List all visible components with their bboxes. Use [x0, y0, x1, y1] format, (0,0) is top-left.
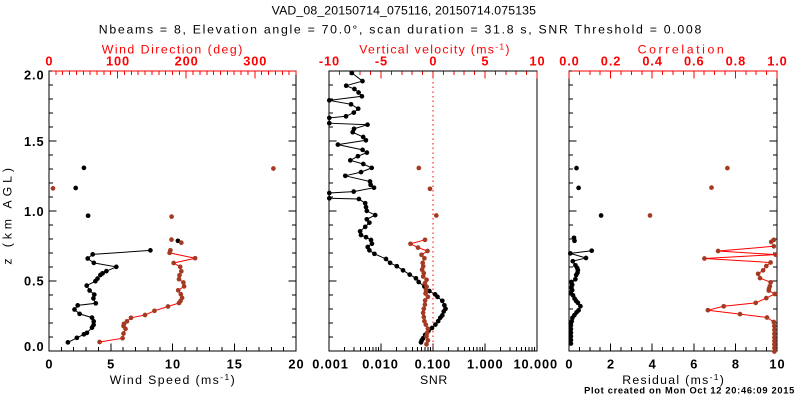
- svg-text:10: 10: [165, 356, 181, 371]
- svg-text:6: 6: [690, 356, 698, 371]
- svg-text:-10: -10: [319, 53, 340, 68]
- svg-text:15: 15: [227, 356, 243, 371]
- svg-text:-5: -5: [375, 53, 388, 68]
- svg-text:0: 0: [429, 53, 437, 68]
- svg-text:1.0: 1.0: [767, 53, 788, 68]
- svg-text:0.5: 0.5: [24, 274, 45, 289]
- svg-text:0.001: 0.001: [312, 356, 349, 371]
- svg-text:200: 200: [175, 53, 199, 68]
- svg-text:0: 0: [45, 53, 53, 68]
- svg-text:0.100: 0.100: [415, 356, 452, 371]
- svg-text:2: 2: [607, 356, 615, 371]
- svg-text:Nbeams = 8, Elevation angle =: Nbeams = 8, Elevation angle = 70.0°, sca…: [99, 23, 703, 37]
- svg-text:300: 300: [243, 53, 267, 68]
- svg-text:0.010: 0.010: [362, 356, 399, 371]
- svg-text:0.0: 0.0: [559, 53, 580, 68]
- svg-text:1.000: 1.000: [467, 356, 504, 371]
- svg-text:z (km AGL): z (km AGL): [1, 164, 15, 265]
- svg-text:10: 10: [529, 53, 545, 68]
- svg-text:Correlation: Correlation: [638, 43, 727, 57]
- svg-text:Wind Speed (ms-1): Wind Speed (ms-1): [110, 372, 236, 387]
- svg-text:Plot created on Mon Oct 12 20:: Plot created on Mon Oct 12 20:46:09 2015: [584, 386, 795, 396]
- svg-text:0.6: 0.6: [684, 53, 705, 68]
- svg-text:0.0: 0.0: [24, 339, 45, 354]
- svg-text:8: 8: [732, 356, 740, 371]
- svg-text:10: 10: [769, 356, 785, 371]
- svg-text:Wind Direction (deg): Wind Direction (deg): [102, 43, 244, 57]
- svg-text:VAD_08_20150714_075116, 201507: VAD_08_20150714_075116, 20150714.075135: [272, 4, 536, 18]
- svg-text:Residual (ms-1): Residual (ms-1): [622, 372, 725, 387]
- svg-text:0: 0: [565, 356, 573, 371]
- svg-text:20: 20: [288, 356, 304, 371]
- svg-text:0: 0: [45, 356, 53, 371]
- svg-text:10.000: 10.000: [513, 356, 558, 371]
- svg-text:0.2: 0.2: [601, 53, 622, 68]
- svg-text:1.0: 1.0: [24, 204, 45, 219]
- svg-text:0.4: 0.4: [642, 53, 663, 68]
- svg-text:5: 5: [107, 356, 115, 371]
- svg-text:Vertical velocity (ms-1): Vertical velocity (ms-1): [359, 42, 511, 57]
- svg-text:5: 5: [481, 53, 489, 68]
- svg-text:0.8: 0.8: [726, 53, 747, 68]
- svg-text:100: 100: [106, 53, 130, 68]
- svg-text:2.0: 2.0: [24, 68, 45, 83]
- svg-text:SNR: SNR: [420, 373, 448, 387]
- svg-text:1.5: 1.5: [24, 134, 45, 149]
- svg-text:4: 4: [649, 356, 657, 371]
